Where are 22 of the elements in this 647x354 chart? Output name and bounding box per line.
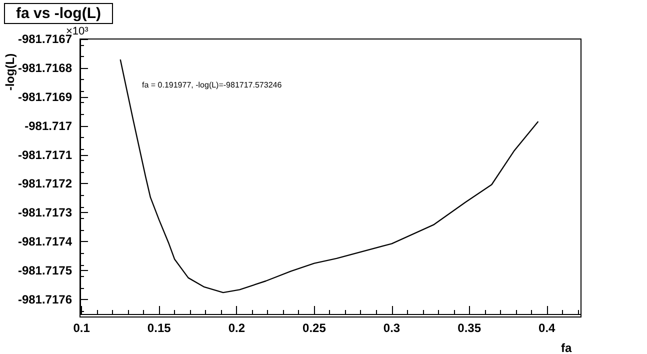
x-tick-label: 0.4 bbox=[538, 321, 556, 335]
x-tick-label: 0.15 bbox=[147, 321, 172, 335]
x-tick-label: 0.2 bbox=[228, 321, 246, 335]
line-series bbox=[120, 58, 539, 294]
y-tick-label: -981.7172 bbox=[18, 176, 72, 191]
x-tick-label: 0.25 bbox=[302, 321, 326, 335]
x-tick-label: 0.35 bbox=[458, 321, 482, 335]
y-tick-label: -981.717 bbox=[24, 118, 72, 133]
y-tick-label: -981.7175 bbox=[18, 264, 72, 278]
y-tick-label: -981.7176 bbox=[18, 292, 72, 307]
x-axis-title: fa bbox=[561, 341, 572, 354]
y-tick-label: -981.7167 bbox=[18, 32, 72, 46]
y-tick-label: -981.7168 bbox=[18, 60, 72, 75]
chart-title: fa vs -log(L) bbox=[16, 5, 101, 22]
x-tick-label: 0.3 bbox=[383, 321, 400, 335]
annotation: fa = 0.191977, -log(L)=-981717.573246 bbox=[142, 80, 282, 90]
x-tick-label: 0.1 bbox=[73, 321, 90, 335]
y-tick-label: -981.7171 bbox=[18, 148, 72, 162]
y-tick-label: -981.7173 bbox=[18, 206, 72, 220]
y-tick-label: -981.7169 bbox=[18, 90, 72, 104]
y-axis-title: -log(L) bbox=[3, 53, 17, 91]
y-tick-label: -981.7174 bbox=[18, 234, 72, 249]
